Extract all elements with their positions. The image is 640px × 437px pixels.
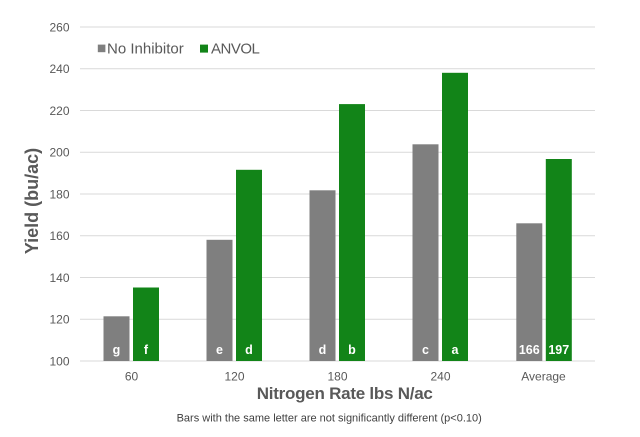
svg-text:Nitrogen Rate lbs N/ac: Nitrogen Rate lbs N/ac	[257, 384, 433, 403]
svg-text:c: c	[422, 343, 429, 357]
svg-text:100: 100	[49, 354, 69, 368]
svg-text:140: 140	[49, 271, 69, 285]
svg-text:240: 240	[430, 369, 450, 383]
svg-text:No Inhibitor: No Inhibitor	[107, 41, 184, 58]
svg-text:240: 240	[49, 62, 69, 76]
svg-text:197: 197	[548, 343, 569, 357]
svg-text:b: b	[348, 343, 356, 357]
svg-text:e: e	[216, 343, 223, 357]
svg-text:60: 60	[125, 369, 139, 383]
svg-text:g: g	[113, 343, 121, 357]
svg-text:166: 166	[519, 343, 540, 357]
svg-text:a: a	[452, 343, 460, 357]
svg-text:Average: Average	[521, 369, 566, 383]
svg-text:Bars with the same letter are: Bars with the same letter are not signif…	[177, 412, 482, 424]
svg-text:ANVOL: ANVOL	[211, 41, 260, 58]
svg-text:200: 200	[49, 146, 69, 160]
svg-text:180: 180	[327, 369, 347, 383]
svg-text:d: d	[245, 343, 253, 357]
svg-text:f: f	[144, 343, 149, 357]
svg-text:260: 260	[49, 20, 69, 34]
svg-text:160: 160	[49, 229, 69, 243]
svg-text:d: d	[319, 343, 327, 357]
svg-text:180: 180	[49, 187, 69, 201]
svg-text:Yield (bu/ac): Yield (bu/ac)	[22, 148, 42, 254]
svg-text:220: 220	[49, 104, 69, 118]
svg-text:120: 120	[224, 369, 244, 383]
svg-text:120: 120	[49, 313, 69, 327]
